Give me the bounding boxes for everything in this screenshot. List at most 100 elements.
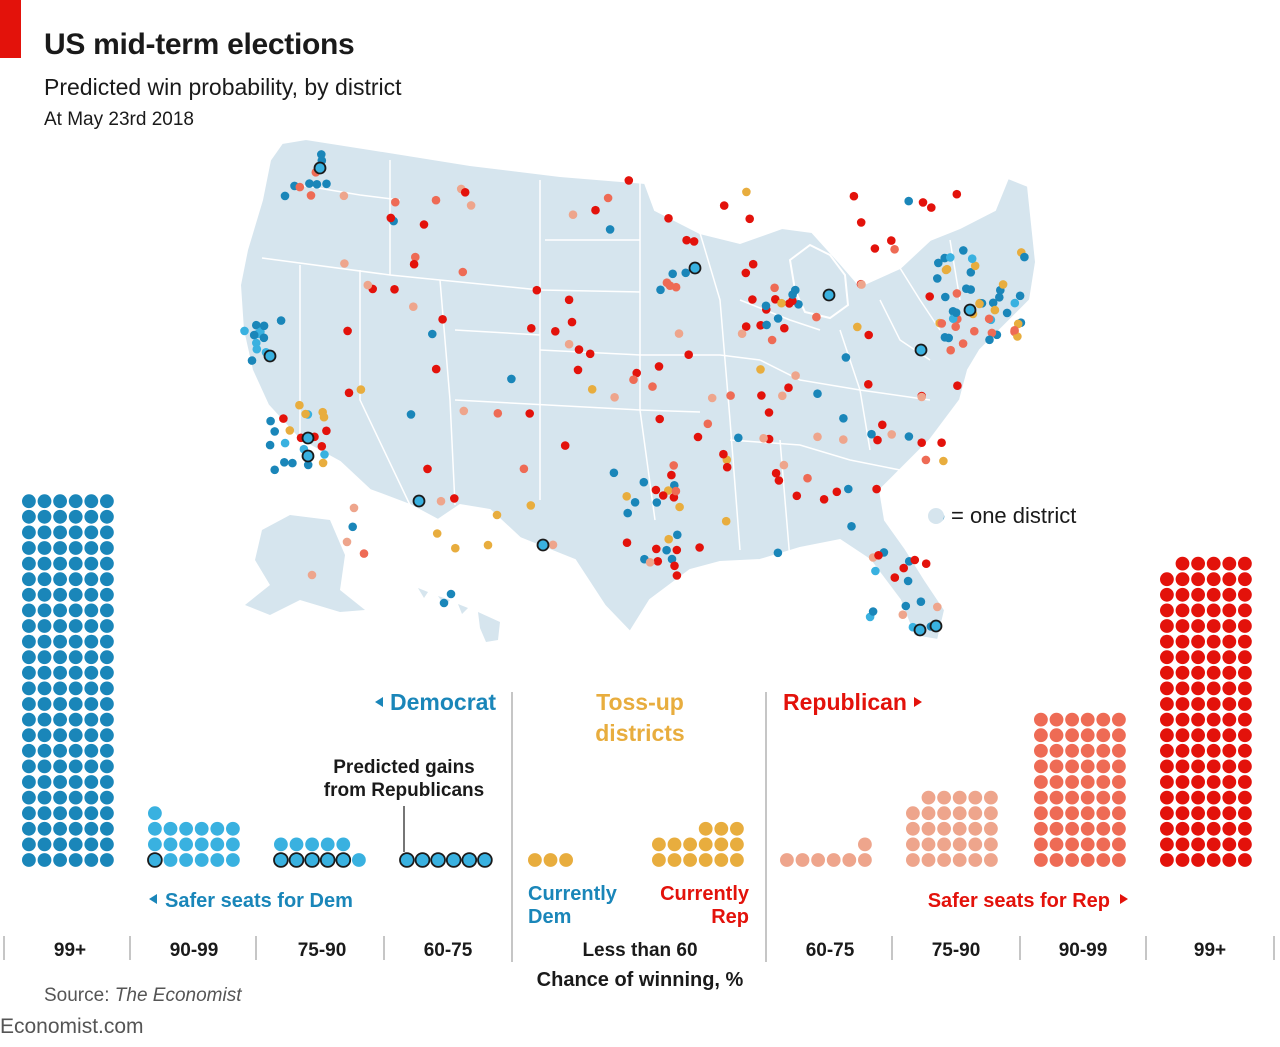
district-dot: [1238, 806, 1252, 821]
district-dot: [1206, 790, 1221, 805]
district-dot: [84, 759, 99, 774]
axis-tick-label: 75-90: [932, 940, 981, 961]
district-dot: [1065, 853, 1079, 867]
map-district-dot: [391, 197, 400, 207]
map-district-dot: [773, 548, 783, 558]
map-district-dot: [868, 607, 878, 616]
district-dot: [68, 665, 83, 680]
histogram-column-6: [780, 837, 872, 867]
district-dot: [1238, 587, 1252, 602]
map-district-dot: [342, 537, 352, 547]
histogram-column-5: [652, 821, 744, 867]
district-dot: [84, 697, 99, 711]
democrat-arrow-icon: [375, 697, 383, 707]
map-district-dot: [890, 573, 900, 582]
district-dot: [1222, 806, 1237, 821]
district-dot: [1112, 790, 1126, 805]
map-district-dot: [610, 393, 619, 402]
axis-tick-label: Less than 60: [582, 940, 697, 961]
district-dot: [1175, 587, 1190, 602]
district-dot: [1049, 743, 1064, 758]
map-district-dot: [872, 484, 881, 494]
map-district-dot: [285, 426, 295, 435]
district-dot: [100, 603, 114, 618]
district-dot: [53, 494, 67, 509]
map-district-dot: [622, 538, 632, 547]
map-district-dot: [548, 540, 558, 550]
district-dot: [37, 775, 52, 789]
district-dot: [1160, 806, 1174, 821]
map-district-dot: [901, 601, 911, 611]
district-dot: [22, 759, 36, 774]
gain-dot: [335, 852, 352, 868]
gain-dot: [430, 852, 446, 868]
district-dot: [84, 853, 99, 867]
district-dot: [179, 837, 194, 852]
gains-annotation-line1: Predicted gains: [333, 757, 475, 778]
district-dot: [795, 853, 810, 867]
district-dot: [84, 821, 99, 836]
map-district-dot: [953, 381, 962, 391]
district-dot: [68, 603, 83, 618]
district-dot: [336, 837, 351, 852]
district-dot: [1034, 853, 1048, 867]
district-dot: [84, 587, 99, 602]
district-dot: [1238, 665, 1252, 680]
map-district-dot: [652, 498, 662, 507]
map-district-dot: [918, 198, 928, 207]
map-district-dot: [925, 292, 934, 301]
district-dot: [53, 712, 67, 727]
district-dot: [1049, 853, 1064, 867]
district-dot: [1175, 603, 1190, 618]
map-district-dot: [551, 327, 560, 336]
district-dot: [1034, 790, 1048, 805]
district-dot: [22, 681, 36, 696]
district-dot: [1206, 619, 1221, 633]
map-district-dot: [777, 298, 786, 308]
district-dot: [1238, 759, 1252, 774]
map-district-dot: [946, 253, 955, 262]
district-dot: [37, 665, 52, 680]
map-district-dot: [651, 485, 661, 495]
map-district-dot: [762, 320, 771, 330]
district-dot: [100, 759, 114, 774]
map-district-dot: [251, 338, 261, 348]
district-dot: [1160, 743, 1174, 758]
map-district-dot: [939, 456, 948, 466]
district-dot: [1191, 619, 1205, 633]
district-dot: [1222, 697, 1237, 711]
map-district-dot: [675, 502, 684, 512]
map-district-dot: [737, 329, 747, 339]
alaska-shape: [245, 515, 365, 615]
district-dot: [53, 587, 67, 602]
district-dot: [22, 572, 36, 587]
district-dot: [37, 650, 52, 665]
map-district-dot: [419, 220, 429, 229]
district-dot: [1096, 790, 1111, 805]
map-district-dot: [867, 429, 876, 439]
district-dot: [100, 587, 114, 602]
map-district-dot: [864, 380, 873, 389]
district-dot: [68, 634, 83, 649]
histogram-column-0: [22, 494, 114, 867]
map-district-dot: [629, 375, 638, 385]
map-gain-dot: [301, 431, 315, 445]
map-district-dot: [958, 339, 968, 348]
district-dot: [37, 525, 52, 540]
map-district-dot: [667, 470, 676, 480]
map-district-dot: [857, 280, 866, 289]
map-district-dot: [847, 522, 856, 531]
district-dot: [1206, 853, 1221, 867]
map-district-dot: [532, 285, 542, 295]
district-dot: [1238, 603, 1252, 618]
map-district-dot: [904, 196, 913, 206]
map-district-dot: [670, 561, 679, 571]
map-district-dot: [301, 409, 310, 419]
district-dot: [1191, 697, 1205, 711]
map-district-dot: [406, 410, 416, 419]
map-district-dot: [792, 491, 802, 501]
district-dot: [921, 806, 936, 821]
district-dot: [842, 853, 857, 867]
map-district-dot: [673, 530, 682, 540]
district-dot: [226, 853, 240, 867]
